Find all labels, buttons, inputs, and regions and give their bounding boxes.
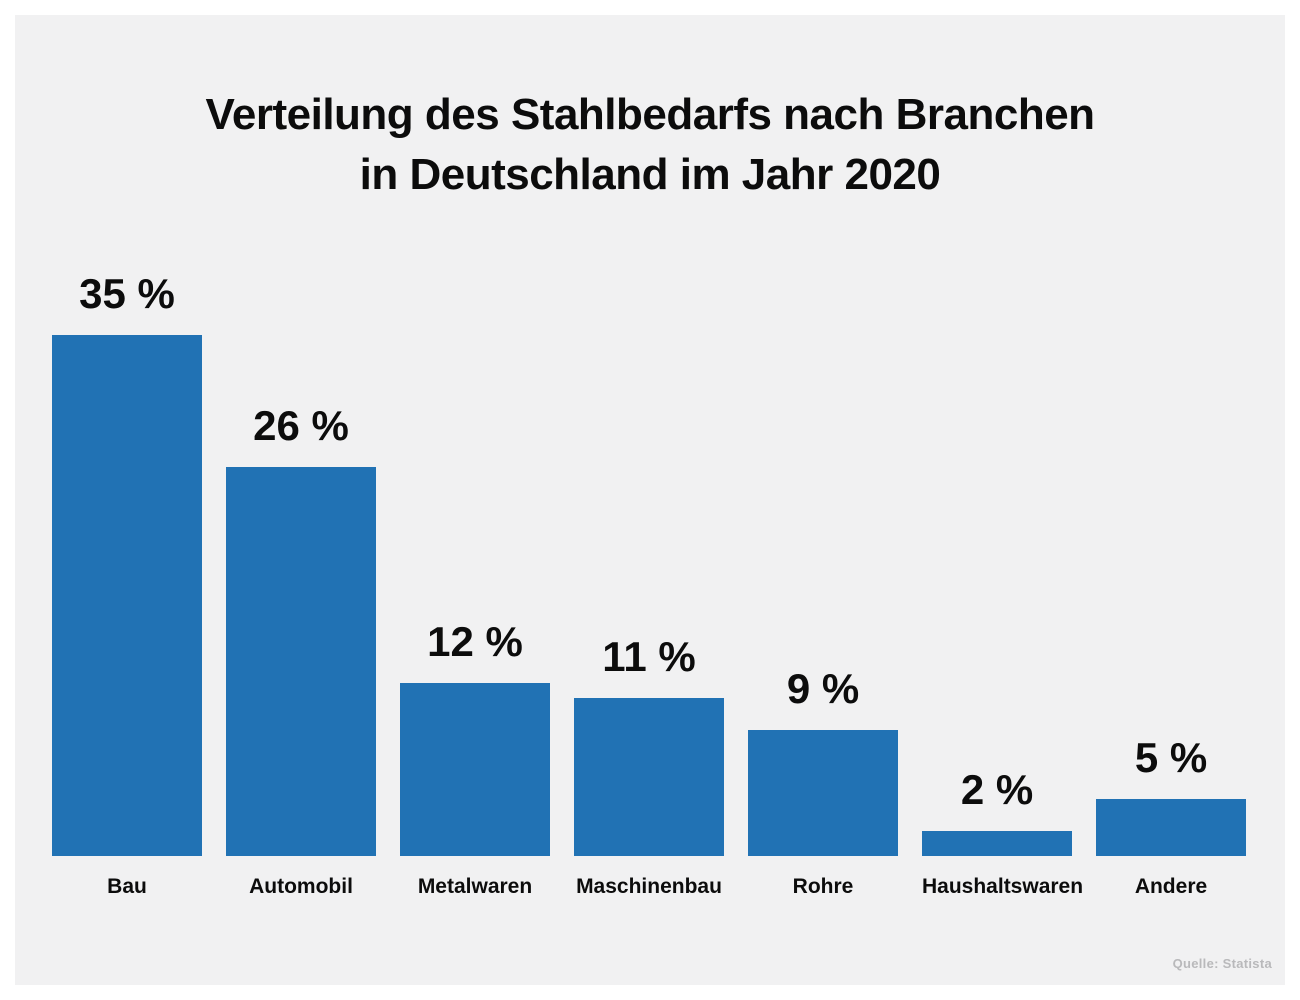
chart-title: Verteilung des Stahlbedarfs nach Branche… <box>15 85 1285 205</box>
bar <box>748 730 898 856</box>
bar-group-maschinenbau: 11 % <box>574 273 724 856</box>
bar-group-rohre: 9 % <box>748 273 898 856</box>
category-label: Andere <box>1134 875 1208 898</box>
title-line-2: in Deutschland im Jahr 2020 <box>359 150 941 199</box>
category-label: Metalwaren <box>417 875 533 898</box>
category-label: Bau <box>107 875 147 898</box>
bar <box>52 335 202 856</box>
bar-group-haushaltswaren: 2 % <box>922 273 1072 856</box>
title-line-1: Verteilung des Stahlbedarfs nach Branche… <box>205 90 1095 139</box>
value-label: 9 % <box>786 665 860 712</box>
category-label: Haushaltswaren <box>922 875 1084 898</box>
bar-group-andere: 5 % <box>1096 273 1246 856</box>
bar-chart: 35 % 26 % 12 % 11 % 9 % 2 % 5 % <box>52 273 1246 856</box>
category-label: Automobil <box>249 875 353 898</box>
value-label: 2 % <box>960 766 1034 813</box>
value-label: 35 % <box>79 270 175 317</box>
value-label: 12 % <box>427 618 523 665</box>
chart-panel: Verteilung des Stahlbedarfs nach Branche… <box>15 15 1285 985</box>
bar-group-bau: 35 % <box>52 273 202 856</box>
source-credit: Quelle: Statista <box>1172 956 1272 971</box>
category-axis: Bau Automobil Metalwaren Maschinenbau Rohre H… <box>52 875 1246 899</box>
category-label: Maschinenbau <box>576 875 722 898</box>
value-label: 5 % <box>1134 734 1208 781</box>
bar <box>922 831 1072 856</box>
value-label: 11 % <box>602 633 696 680</box>
bar <box>226 467 376 856</box>
bar-group-automobil: 26 % <box>226 273 376 856</box>
bar <box>574 698 724 856</box>
category-label: Rohre <box>792 875 854 898</box>
bar-group-metalwaren: 12 % <box>400 273 550 856</box>
bar <box>1096 799 1246 856</box>
value-label: 26 % <box>253 402 349 449</box>
bar <box>400 683 550 856</box>
